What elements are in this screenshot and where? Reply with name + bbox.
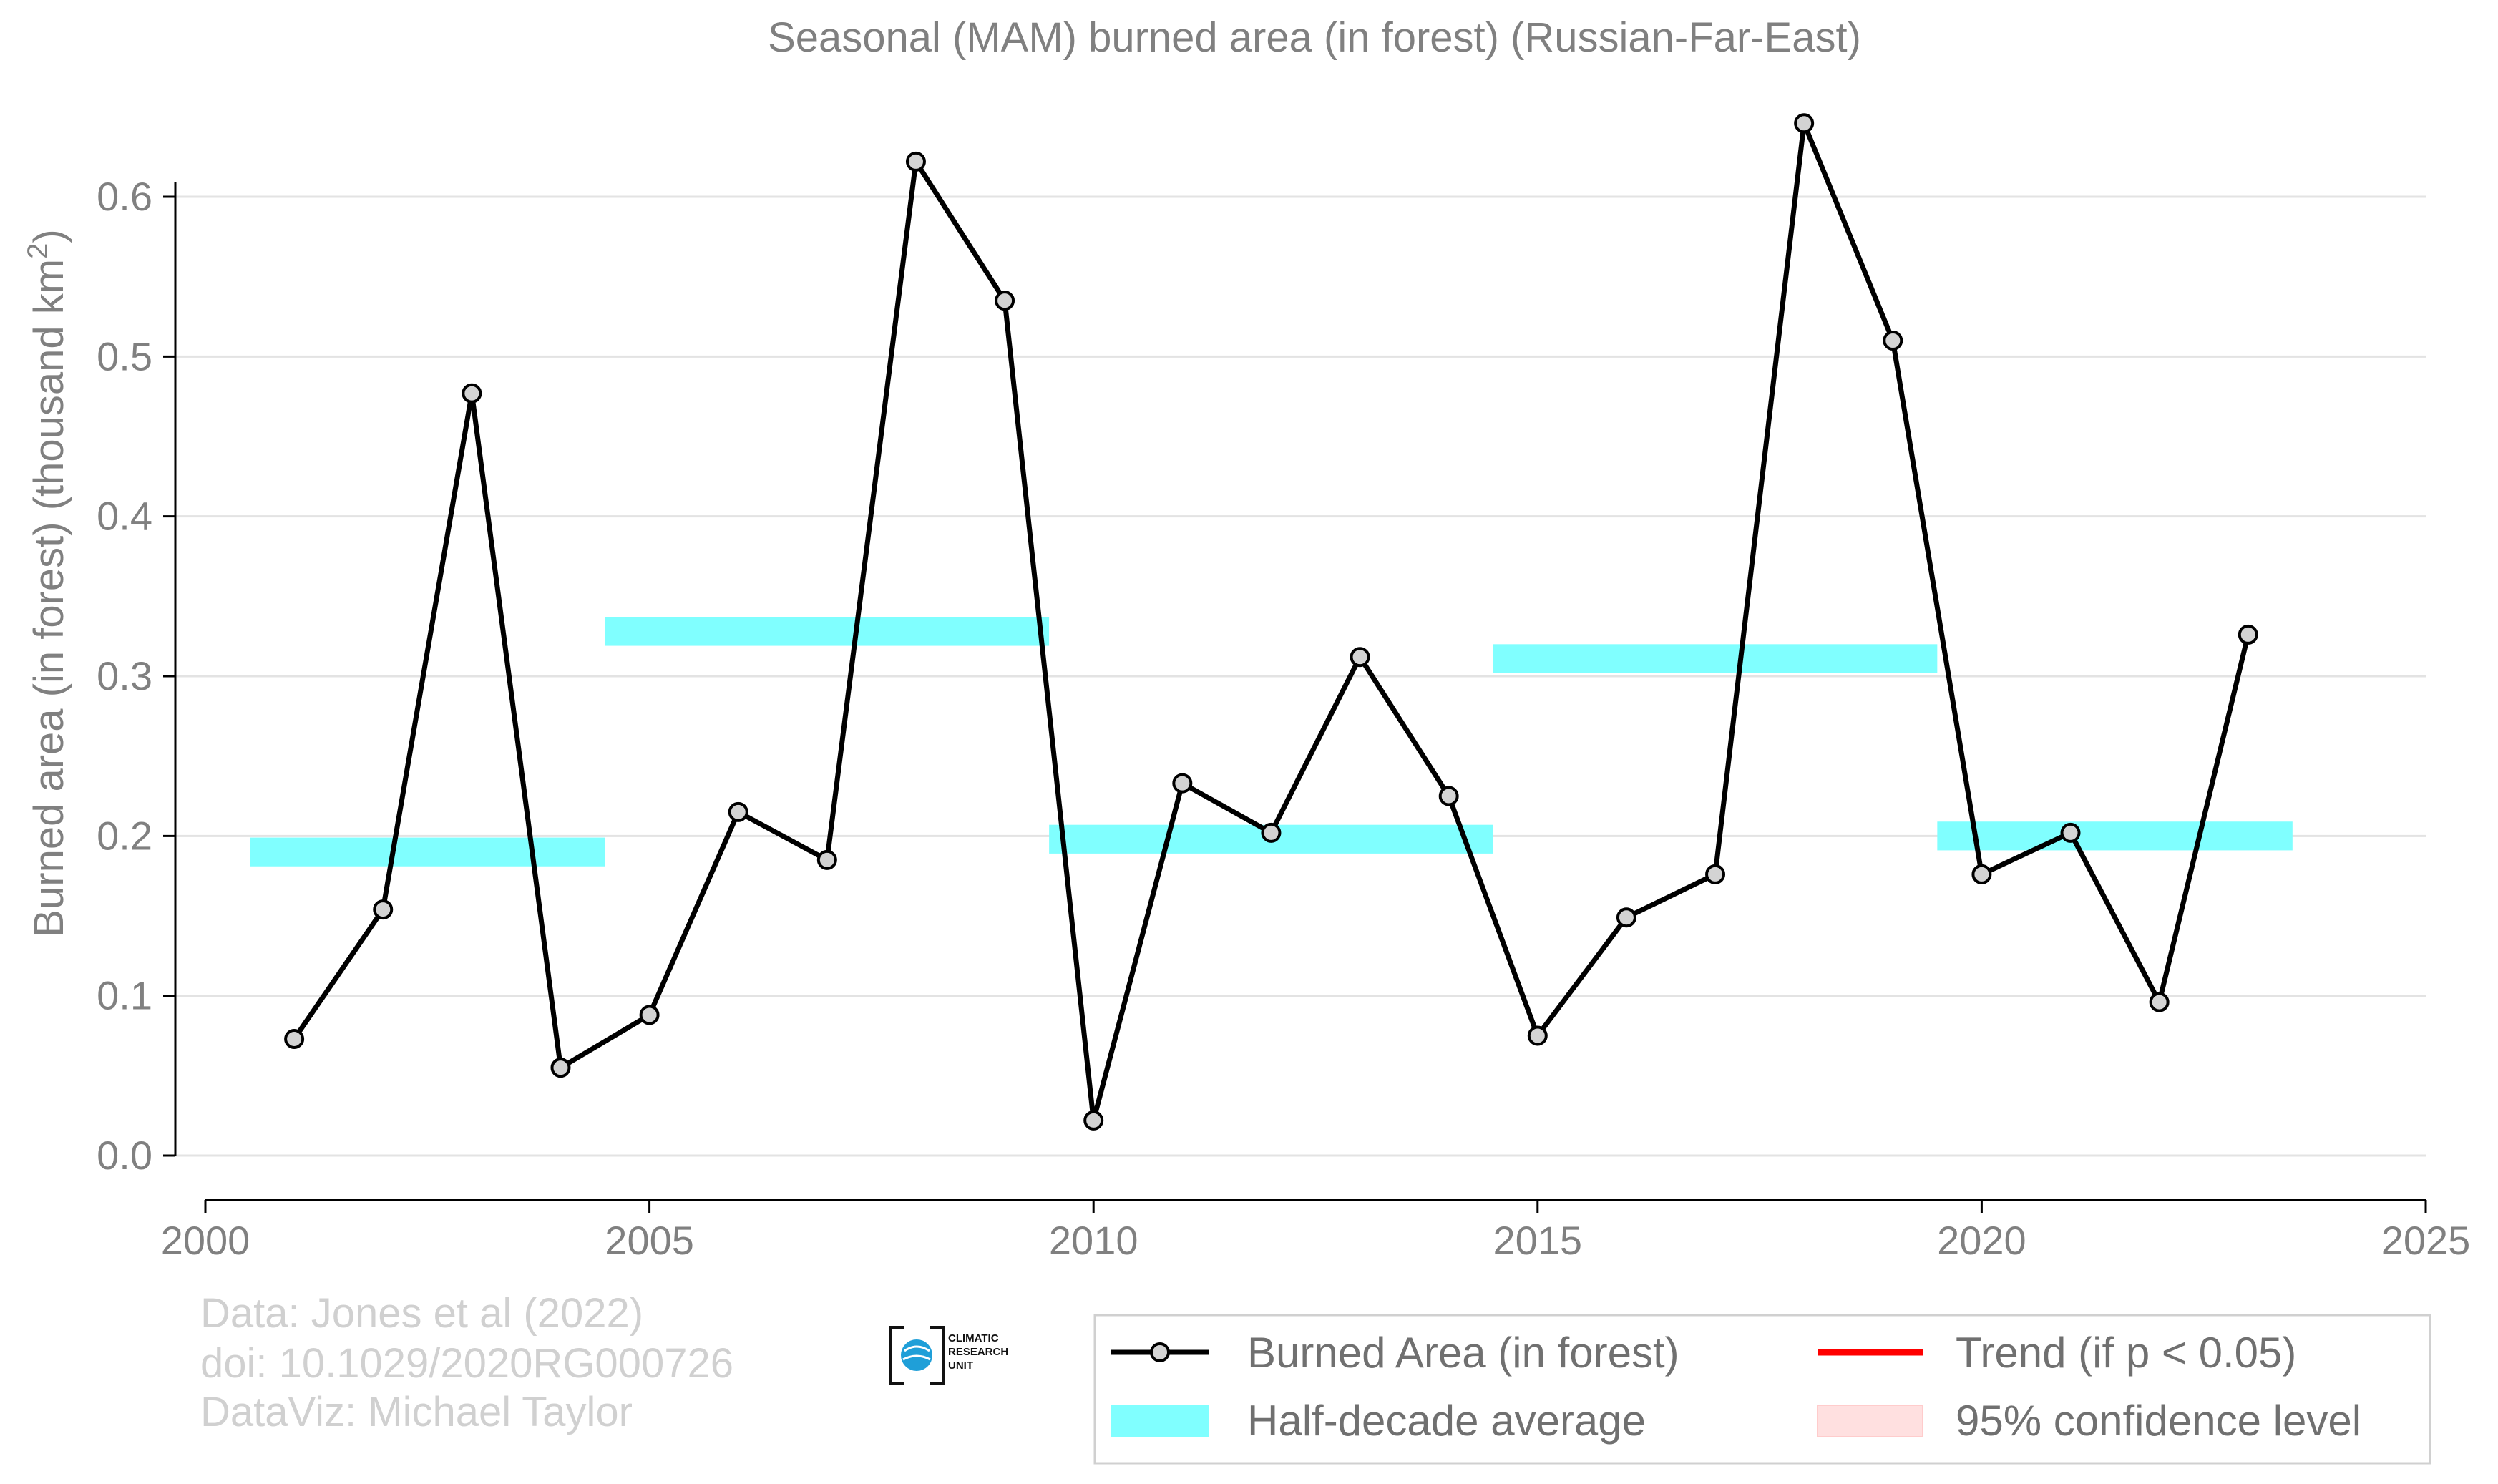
x-tick-label-1: 2005 xyxy=(605,1218,694,1263)
credit-doi: doi: 10.1029/2020RG000726 xyxy=(200,1340,733,1387)
data-point-2023 xyxy=(2238,624,2258,645)
grid-lines xyxy=(175,195,2426,1157)
data-point-2022 xyxy=(2149,992,2170,1012)
legend-item-half-decade: Half-decade average xyxy=(1111,1397,1646,1445)
legend-box xyxy=(1093,1314,2431,1465)
cru-logo-icon xyxy=(889,1326,945,1385)
y-axis-label-close: ) xyxy=(26,229,72,243)
y-tick-label-5: 0.5 xyxy=(97,333,152,379)
legend: Burned Area (in forest) Trend (if p < 0.… xyxy=(1093,1314,2431,1465)
x-tick-label-2: 2010 xyxy=(1049,1218,1138,1263)
cru-logo-text-3: UNIT xyxy=(948,1359,973,1372)
legend-swatch-confidence xyxy=(1817,1405,1923,1437)
y-tick-label-6: 0.6 xyxy=(97,174,152,219)
legend-item-trend: Trend (if p < 0.05) xyxy=(1818,1329,2296,1377)
x-tick-label-0: 2000 xyxy=(161,1218,250,1263)
data-point-2013 xyxy=(1350,647,1370,668)
data-point-2011 xyxy=(1172,773,1193,794)
data-point-2012 xyxy=(1261,822,1282,843)
y-tick-label-2: 0.2 xyxy=(97,813,152,858)
chart-title: Seasonal (MAM) burned area (in forest) (… xyxy=(768,14,1861,61)
data-point-2003 xyxy=(462,383,482,404)
y-axis-label-main: Burned area (in forest) (thousand km xyxy=(26,259,72,937)
legend-item-confidence: 95% confidence level xyxy=(1817,1397,2361,1445)
data-point-2018 xyxy=(1794,113,1815,134)
cru-logo-text-2: RESEARCH xyxy=(948,1346,1008,1358)
legend-label-half-decade: Half-decade average xyxy=(1247,1397,1646,1445)
y-tick-label-4: 0.4 xyxy=(97,494,152,539)
data-point-2021 xyxy=(2060,822,2081,843)
y-tick-label-3: 0.3 xyxy=(97,653,152,698)
y-tick-label-1: 0.1 xyxy=(97,973,152,1018)
y-axis-label-superscript: 2 xyxy=(22,243,54,259)
data-point-2019 xyxy=(1883,331,1903,351)
legend-item-burned-area: Burned Area (in forest) xyxy=(1111,1329,1679,1377)
data-point-2009 xyxy=(995,291,1015,311)
credit-dataviz: DataViz: Michael Taylor xyxy=(200,1389,633,1435)
x-tick-label-5: 2025 xyxy=(2381,1218,2471,1263)
cru-logo: CLIMATIC RESEARCH UNIT xyxy=(889,1326,1008,1385)
x-tick-label-3: 2015 xyxy=(1493,1218,1583,1263)
y-axis-label: Burned area (in forest) (thousand km2) xyxy=(22,229,72,937)
half-decade-band-4 xyxy=(1937,821,2293,851)
data-point-2004 xyxy=(550,1058,571,1078)
series-line-0 xyxy=(292,120,2251,1123)
half-decade-band-3 xyxy=(1493,644,1938,673)
half-decade-band-1 xyxy=(605,617,1050,646)
legend-label-trend: Trend (if p < 0.05) xyxy=(1956,1329,2296,1377)
data-point-2020 xyxy=(1971,864,1992,884)
y-tick-label-0: 0.0 xyxy=(97,1133,152,1178)
x-tick-label-4: 2020 xyxy=(1937,1218,2026,1263)
legend-marker-burned-area xyxy=(1150,1342,1170,1362)
data-point-2002 xyxy=(373,899,394,920)
data-point-2015 xyxy=(1527,1025,1548,1046)
half-decade-band-0 xyxy=(250,837,605,867)
series-layer xyxy=(284,113,2258,1131)
svg-text:Burned area (in forest) (thous: Burned area (in forest) (thousand km2) xyxy=(22,229,72,937)
data-point-2005 xyxy=(639,1005,660,1025)
data-point-2017 xyxy=(1705,864,1726,884)
data-point-2001 xyxy=(284,1028,305,1049)
data-point-2007 xyxy=(816,849,837,870)
cru-logo-text-1: CLIMATIC xyxy=(948,1332,999,1344)
data-point-2016 xyxy=(1616,907,1636,928)
legend-label-burned-area: Burned Area (in forest) xyxy=(1247,1329,1679,1377)
data-point-2008 xyxy=(905,151,926,172)
data-point-2010 xyxy=(1083,1110,1104,1131)
axes xyxy=(163,182,2427,1213)
legend-swatch-half-decade xyxy=(1111,1405,1209,1437)
legend-label-confidence: 95% confidence level xyxy=(1956,1397,2361,1445)
tick-labels: 0.0 0.1 0.2 0.3 0.4 0.5 0.6 2000 2005 2010 2015 202… xyxy=(97,174,2470,1263)
credits: Data: Jones et al (2022) doi: 10.1029/20… xyxy=(200,1290,733,1435)
credit-data-source: Data: Jones et al (2022) xyxy=(200,1290,643,1337)
data-point-2006 xyxy=(728,801,748,822)
data-point-2014 xyxy=(1438,786,1459,806)
